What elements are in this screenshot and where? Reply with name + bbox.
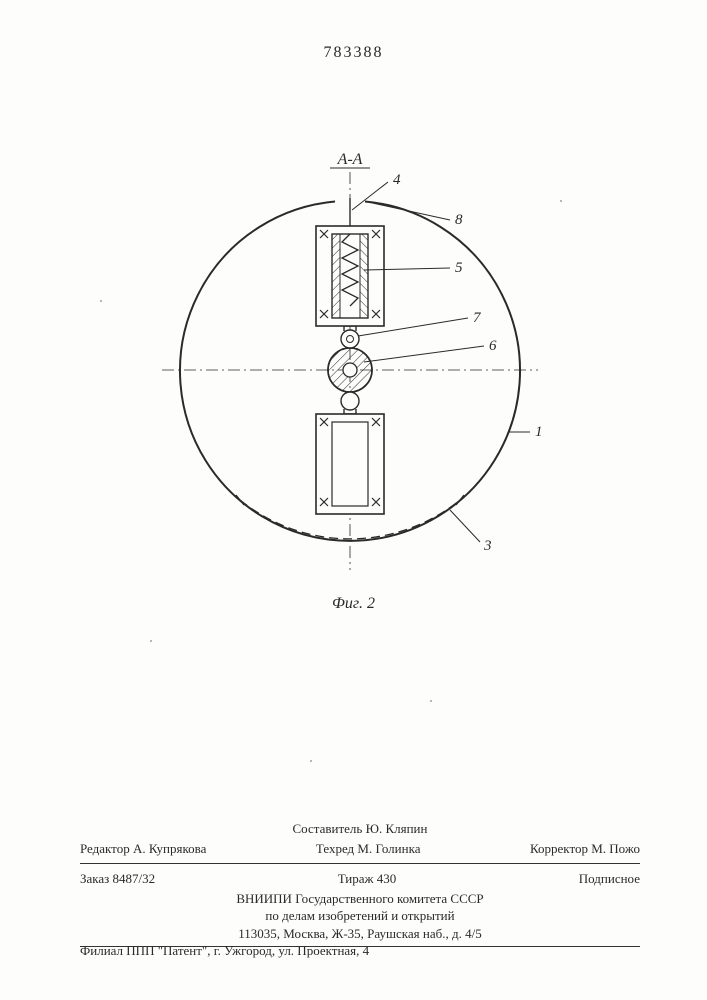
patent-number: 783388 (0, 44, 707, 62)
corrector-line: Корректор М. Пожо (530, 840, 640, 858)
org1-line: ВНИИПИ Государственного комитета СССР (80, 890, 640, 908)
figure-caption: Фиг. 2 (0, 595, 707, 613)
techred-line: Техред М. Голинка (316, 840, 421, 858)
subscr-line: Подписное (579, 870, 640, 888)
figure-svg: A-A (150, 150, 550, 590)
editor-line: Редактор А. Купрякова (80, 840, 206, 858)
figure: A-A (150, 150, 550, 590)
composer-line: Составитель Ю. Кляпин (80, 820, 640, 838)
label-6: 6 (489, 338, 497, 354)
credits-block: Составитель Ю. Кляпин Редактор А. Купряк… (80, 820, 640, 951)
page: 783388 A-A (0, 0, 707, 1000)
section-label: A-A (337, 151, 363, 168)
label-8: 8 (455, 212, 463, 228)
label-5: 5 (455, 260, 463, 276)
filial-line: Филиал ППП "Патент", г. Ужгород, ул. Про… (80, 943, 640, 959)
tirage-line: Тираж 430 (338, 870, 397, 888)
order-line: Заказ 8487/32 (80, 870, 155, 888)
label-7: 7 (473, 310, 482, 326)
org2-line: по делам изобретений и открытий (80, 907, 640, 925)
label-4: 4 (393, 172, 401, 188)
label-1: 1 (535, 424, 543, 440)
address-line: 113035, Москва, Ж-35, Раушская наб., д. … (80, 925, 640, 943)
label-3: 3 (483, 538, 492, 554)
